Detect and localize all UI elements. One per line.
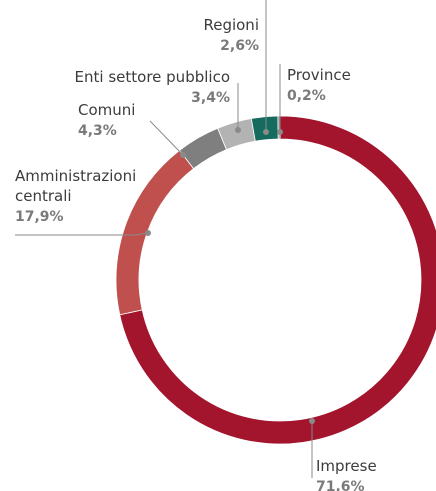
slice-value-comuni: 4,3% [78,123,117,139]
slice-label-enti-settore-pubblico: Enti settore pubblico [75,68,230,86]
slice-regioni [250,115,279,142]
slice-imprese [119,115,436,445]
slice-label-amministrazioni-centrali-line1: Amministrazioni [15,167,136,185]
slice-value-amministrazioni-centrali: 17,9% [15,209,64,225]
slice-label-imprese: Imprese [316,457,377,475]
donut-slices [115,115,436,445]
leader-dot-imprese [309,418,315,424]
leader-dot-regioni [263,129,269,135]
slice-label-comuni: Comuni [78,101,135,119]
slice-value-imprese: 71,6% [316,479,365,491]
slice-label-province: Province [287,66,351,84]
slice-value-enti-settore-pubblico: 3,4% [191,90,230,106]
leader-dot-province [277,129,283,135]
leader-dot-enti-settore-pubblico [235,127,241,133]
leader-line-amministrazioni-centrali [15,232,149,236]
leader-lines [15,0,315,478]
leader-dot-comuni [180,152,186,158]
slice-labels: Imprese 71,6% Amministrazioni centrali 17,9%… [15,16,377,491]
slice-value-regioni: 2,6% [220,38,259,54]
slice-label-regioni: Regioni [203,16,259,34]
leader-line-comuni [149,120,184,156]
slice-value-province: 0,2% [287,88,326,104]
leader-dot-amministrazioni-centrali [145,230,151,236]
slice-label-amministrazioni-centrali-line2: centrali [15,187,72,205]
